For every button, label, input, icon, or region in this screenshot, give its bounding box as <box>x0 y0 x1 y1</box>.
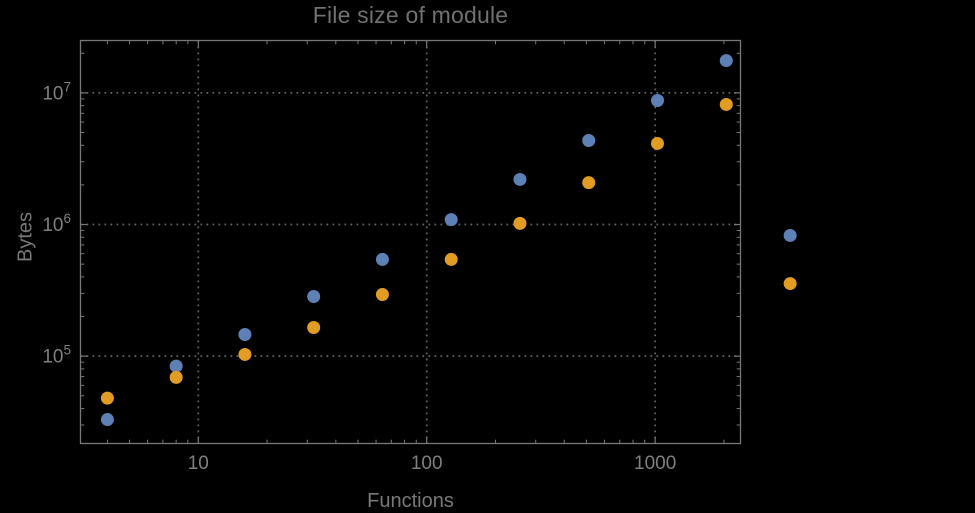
data-point-blue <box>169 359 183 373</box>
data-point-orange <box>100 391 114 405</box>
data-point-orange <box>513 216 527 230</box>
data-point-orange <box>238 347 252 361</box>
x-tick-label: 1000 <box>634 453 676 474</box>
data-point-blue <box>307 289 321 303</box>
chart-title: File size of module <box>312 2 509 28</box>
data-point-blue <box>719 54 733 68</box>
y-tick-label: 107 <box>42 79 71 104</box>
y-tick-label: 106 <box>42 211 71 236</box>
data-point-blue <box>238 328 252 342</box>
x-tick-label: 10 <box>188 453 209 474</box>
data-point-blue <box>651 94 665 108</box>
y-tick-label: 105 <box>42 343 71 368</box>
data-point-orange <box>783 277 797 291</box>
data-point-orange <box>444 252 458 266</box>
plot-frame <box>79 39 742 445</box>
data-point-blue <box>582 133 596 147</box>
data-point-orange <box>307 321 321 335</box>
data-point-orange <box>651 136 665 150</box>
x-tick-label: 100 <box>411 453 443 474</box>
data-point-blue <box>513 172 527 186</box>
data-point-orange <box>582 176 596 190</box>
data-point-blue <box>444 213 458 227</box>
data-point-blue <box>783 228 797 242</box>
y-axis-title: Bytes <box>14 211 37 263</box>
x-axis-title: Functions <box>367 490 454 512</box>
data-point-blue <box>100 413 114 427</box>
data-point-orange <box>169 370 183 384</box>
data-point-orange <box>375 288 389 302</box>
data-point-blue <box>375 252 389 266</box>
data-point-orange <box>719 97 733 111</box>
